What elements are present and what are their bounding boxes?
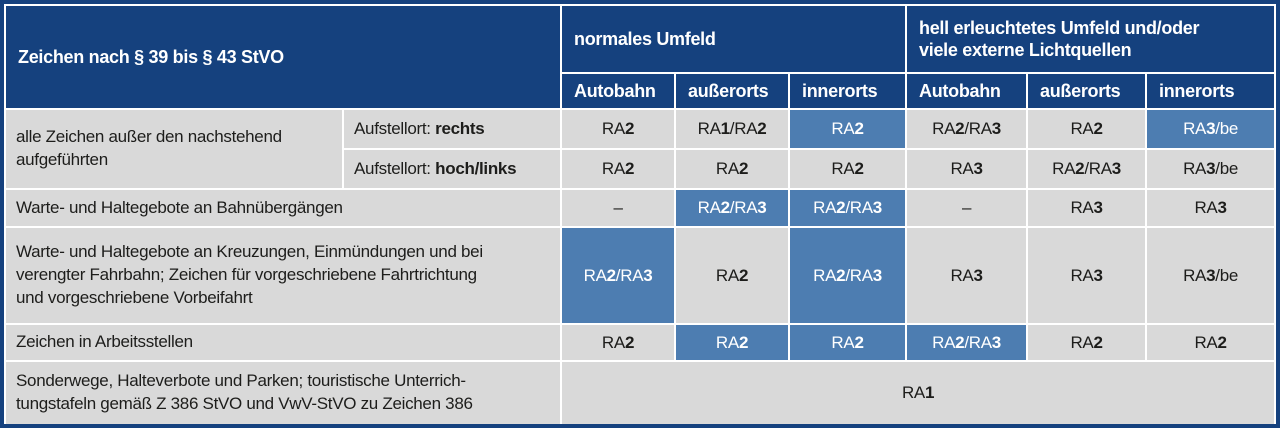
aufstellort-rechts-label: Aufstellort: rechts [344, 110, 561, 148]
ra-class-cell: RA2 [562, 110, 675, 148]
table-title: Zeichen nach § 39 bis § 43 StVO [6, 6, 561, 108]
reflectivity-class-table: Zeichen nach § 39 bis § 43 StVO normales… [4, 4, 1276, 426]
column-header-ausserorts-1: außerorts [676, 74, 789, 108]
row-label-bahnuebergaenge: Warte- und Haltegebote an Bahnübergängen [6, 190, 561, 226]
ra-class-cell: RA3 [1028, 190, 1146, 226]
row-label-alle-zeichen: alle Zeichen außer den nachstehend aufge… [6, 110, 342, 188]
ra-class-cell: RA2 [1147, 325, 1275, 360]
aufstellort-prefix: Aufstellort: [354, 158, 431, 178]
ra-class-cell: RA3/be [1147, 110, 1275, 148]
ra-class-cell: RA3 [1028, 228, 1146, 323]
aufstellort-value-rechts: rechts [435, 118, 485, 138]
ra-class-cell: RA3 [907, 228, 1027, 323]
ra-class-cell: RA2/RA3 [676, 190, 789, 226]
row-label-arbeitsstellen: Zeichen in Arbeitsstellen [6, 325, 561, 360]
ra-class-cell: RA2 [676, 150, 789, 188]
ra-class-cell: RA3/be [1147, 150, 1275, 188]
ra-class-cell: RA3 [907, 150, 1027, 188]
ra-class-cell: RA2/RA3 [907, 325, 1027, 360]
group-header-normales-umfeld: normales Umfeld [562, 6, 906, 72]
row-label-sonderwege: Sonderwege, Halteverbote und Parken; tou… [6, 362, 561, 424]
ra-class-cell: RA2 [676, 325, 789, 360]
ra-class-cell: – [907, 190, 1027, 226]
row-label-kreuzungen: Warte- und Haltegebote an Kreuzungen, Ei… [6, 228, 561, 323]
ra-class-cell: RA2/RA3 [562, 228, 675, 323]
ra-class-cell: RA2 [676, 228, 789, 323]
ra-class-cell: RA2 [790, 150, 906, 188]
ra-class-cell: RA2/RA3 [790, 190, 906, 226]
ra-class-cell: RA2/RA3 [1028, 150, 1146, 188]
aufstellort-hoch-links-label: Aufstellort: hoch/links [344, 150, 561, 188]
column-header-innerorts-1: innerorts [790, 74, 906, 108]
ra-class-cell: RA2 [562, 325, 675, 360]
column-header-innerorts-2: innerorts [1147, 74, 1275, 108]
aufstellort-value-hoch-links: hoch/links [435, 158, 517, 178]
column-header-ausserorts-2: außerorts [1028, 74, 1146, 108]
ra-class-cell: RA2 [790, 325, 906, 360]
column-header-autobahn-1: Autobahn [562, 74, 675, 108]
ra-class-cell: RA2/RA3 [790, 228, 906, 323]
ra-class-cell: RA2/RA3 [907, 110, 1027, 148]
ra-class-cell: RA1/RA2 [676, 110, 789, 148]
ra-class-cell: RA3/be [1147, 228, 1275, 323]
group-header-helles-umfeld: hell erleuchtetes Umfeld und/oder viele … [907, 6, 1275, 72]
ra-class-cell: RA2 [562, 150, 675, 188]
ra-class-cell: RA2 [790, 110, 906, 148]
ra-class-cell: RA2 [1028, 110, 1146, 148]
column-header-autobahn-2: Autobahn [907, 74, 1027, 108]
ra-class-cell: RA2 [1028, 325, 1146, 360]
aufstellort-prefix: Aufstellort: [354, 118, 431, 138]
ra-class-cell: RA3 [1147, 190, 1275, 226]
ra-class-cell: – [562, 190, 675, 226]
ra-class-cell-span: RA1 [562, 362, 1275, 424]
